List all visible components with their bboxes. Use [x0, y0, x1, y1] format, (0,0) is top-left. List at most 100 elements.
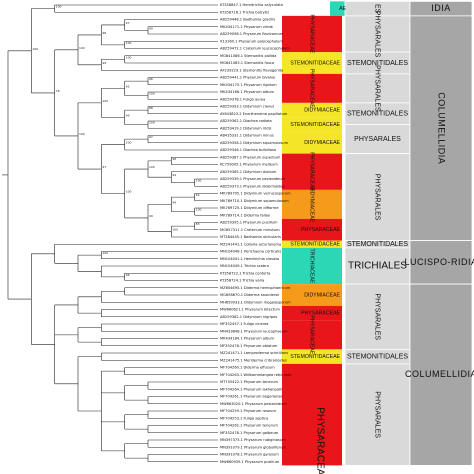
family-label: PHYSARACEAE — [301, 311, 340, 317]
family-band — [282, 320, 342, 350]
leaf-label: MK434175.1 Physarum rigidum — [220, 83, 277, 87]
leaf-label: MF352476.1 Physarum oblatum — [220, 344, 278, 348]
subclass-label: LUCISPO-RIDIA — [404, 257, 474, 267]
leaf-label: AB259378.1 Fuligo aurea — [220, 97, 265, 101]
leaf-label: MF704263.1 Willkommlangea reticulata — [220, 373, 291, 377]
support-value: 97 — [126, 21, 130, 25]
support-value: 100 — [126, 41, 132, 45]
tree-branches — [2, 4, 218, 463]
order-box — [344, 283, 411, 350]
support-value: 99 — [149, 214, 153, 218]
order-label: STEMONITIDALES — [347, 241, 408, 248]
family-band — [282, 240, 342, 248]
family-band — [282, 15, 342, 53]
support-value: 100 — [172, 228, 178, 232]
family-label: PHYSARACEAE — [314, 407, 325, 474]
leaf-label: MF352478.1 Physarum galbeum — [220, 431, 279, 435]
family-band — [282, 117, 342, 132]
family-label: DIDYMIACEAE — [304, 292, 340, 298]
support-value: 92 — [196, 193, 200, 197]
support-value: 100 — [102, 99, 108, 103]
family-label: PHYSARACEAE — [309, 315, 315, 354]
support-value: 98 — [172, 157, 176, 161]
family-label: STEMONITIDACEAE — [290, 122, 340, 128]
support-value: 96 — [149, 77, 153, 81]
family-band — [330, 1, 348, 16]
leaf-label: MN433848.1 Physarum leucophaeum — [220, 329, 288, 333]
support-value: 100 — [196, 179, 202, 183]
support-value: 100 — [126, 190, 132, 194]
subclass-box — [409, 283, 473, 466]
support-value: 100 — [79, 46, 85, 50]
leaf-label: MN391078.1 Physarum gyrosum — [220, 453, 279, 457]
leaf-label: AB435331.1 Didymium minus — [220, 134, 274, 138]
family-band — [282, 131, 342, 154]
leaf-label: KC759005.1 Physarum melleum — [220, 163, 278, 167]
support-value: 99 — [149, 26, 153, 30]
support-value: 100 — [56, 5, 62, 9]
leaf-label: MW660939.1 Physarum pusillum — [220, 460, 280, 464]
support-value: 83 — [196, 222, 200, 226]
order-label: PHYSARALES — [374, 391, 381, 438]
subclass-boxes — [409, 0, 473, 466]
family-label: DIDYMIACEAE — [304, 140, 340, 146]
leaf-label: MF704260.1 Diderma effusum — [220, 366, 275, 370]
support-value: 96 — [126, 273, 130, 277]
support-value: 100 — [126, 55, 132, 59]
leaf-label: MF704264.1 Physarum lakhanpalii — [220, 387, 282, 391]
leaf-label: AB259098.1 Physarum flavicomum — [220, 32, 284, 36]
family-label: PHYSARACEAE — [309, 69, 315, 108]
order-label: PHYSARALES — [374, 174, 381, 221]
family-label: TRICHIACEAE — [309, 249, 315, 284]
family-band — [282, 102, 342, 118]
leaf-label: MK434184.1 Physarum album — [220, 337, 275, 341]
leaf-label: MG657311.1 Craterium minutum — [220, 228, 280, 232]
family-band — [282, 305, 342, 321]
leaf-label: MG641085.1 Stemonitis fusca — [220, 61, 274, 65]
leaf-label: MF704261.1 Physarum bogoriense — [220, 395, 283, 399]
family-label: STEMONITIDACEAE — [290, 354, 340, 360]
subclass-label: IDIA — [431, 3, 451, 13]
leaf-label: MN397375.1 Physarum rubiginosum — [220, 438, 286, 442]
leaf-label: MN391079.1 Physarum globuliferum — [220, 445, 286, 449]
order-box — [344, 247, 411, 285]
leaf-label: MZ241441.1 Collaria arcyrionema — [220, 242, 281, 246]
leaf-label: MK434166.1 Physarum album — [220, 90, 275, 94]
leaf-label: MN104048.1 Perichaena corticalis — [220, 250, 281, 254]
leaf-label: MG641086.1 Stemonitis pallida — [220, 54, 276, 58]
leaf-label: MF704262.1 Physarum tenerum — [220, 424, 278, 428]
subclass-label: COLUMELLIDIA — [437, 92, 447, 164]
support-value: 94 — [172, 173, 176, 177]
leaf-label: AB259448.1 Badhamia gracilis — [220, 18, 275, 22]
order-label: TRICHIALES — [348, 261, 407, 272]
family-band — [282, 218, 342, 241]
family-band — [282, 73, 342, 103]
leaf-label: MZ241475.1 Meriderma cribrarioides — [220, 358, 287, 362]
leaf-label: MN104041.1 Hemitrichia clavata — [220, 257, 279, 261]
leaf-label: AF239229.1 Stemonitis flavogenita — [220, 68, 283, 72]
leaf-label: X13160.1 Physarum polycephalum — [220, 39, 283, 43]
leaf-label: MZ241471.1 Lamproderma scintillans — [220, 351, 288, 355]
leaf-label: MT384445.1 Badhamia utricularis — [220, 235, 281, 239]
leaf-label: MH659933.1 Didymium megalosporum — [220, 300, 291, 304]
support-value: 97 — [149, 135, 153, 139]
family-band — [282, 363, 342, 466]
order-label: PHYSARALES — [374, 11, 381, 58]
order-label: STEMONITIDALES — [347, 353, 408, 360]
family-band — [282, 52, 342, 74]
leaf-label: MK789714.1 Diderma fallax — [220, 213, 271, 217]
order-label: STEMONITIDALES — [347, 111, 408, 118]
support-value: 95 — [126, 84, 130, 88]
leaf-label: MK434171.1 Physarum viride — [220, 25, 274, 29]
leaf-label: MG698670.1 Diderma saundersii — [220, 293, 279, 297]
order-box — [344, 15, 411, 53]
leaf-label: MN104049.1 Trichia scabra — [220, 264, 269, 268]
order-label: PHYSARALES — [374, 65, 381, 112]
leaf-label: AB259339.1 Physarum pezizoideum — [220, 177, 285, 181]
leaf-label: MK789725.1 Didymium difforme — [220, 206, 279, 210]
order-label: ES — [374, 4, 381, 14]
leaf-label: MF704253.1 Fuligo septica — [220, 416, 268, 420]
support-value: 78 — [56, 89, 60, 93]
support-value: 100 — [102, 251, 108, 255]
